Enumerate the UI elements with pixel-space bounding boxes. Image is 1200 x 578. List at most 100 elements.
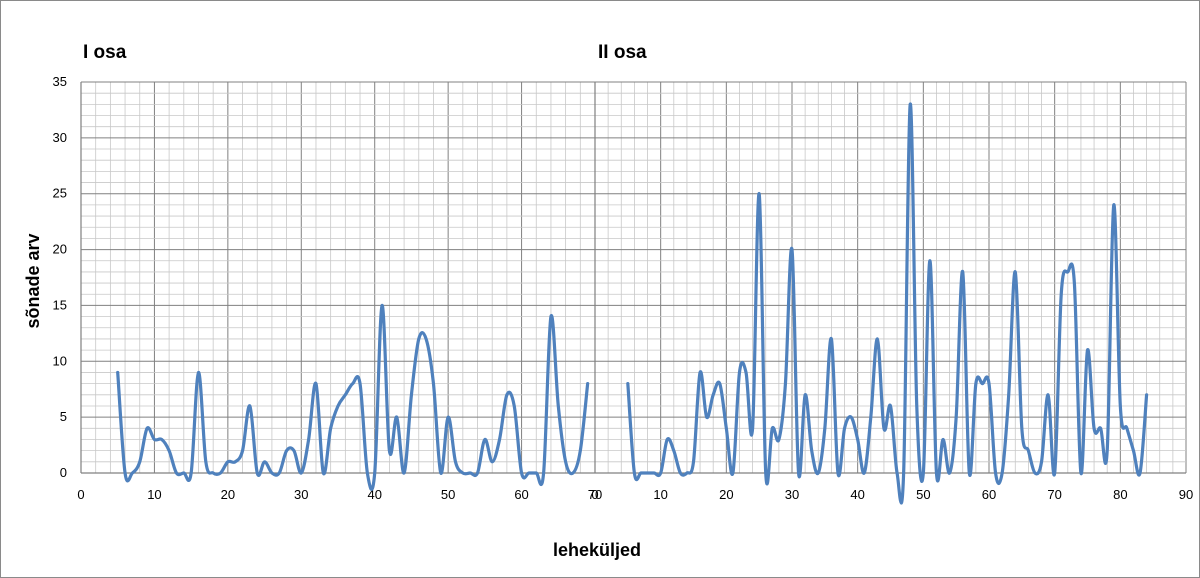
data-point [447,416,450,419]
data-point [131,472,134,475]
data-point [882,427,885,430]
data-point [505,393,508,396]
data-point [337,404,340,407]
data-point [314,382,317,385]
data-point [278,472,281,475]
data-point [1027,449,1030,452]
data-point [653,472,656,475]
data-point [823,427,826,430]
data-point [212,472,215,475]
data-point [909,103,912,106]
data-point [146,427,149,430]
data-point [646,472,649,475]
data-point [432,382,435,385]
data-point [586,382,589,385]
data-point [190,472,193,475]
data-point [270,472,273,475]
data-point [483,438,486,441]
data-point [896,472,899,475]
data-point [1060,293,1063,296]
data-point [902,472,905,475]
data-point [373,472,376,475]
data-point [197,371,200,374]
data-point [1066,270,1069,273]
data-point [751,427,754,430]
data-point [292,449,295,452]
x-tick-label: 10 [653,487,667,502]
data-point [263,460,266,463]
data-point [182,472,185,475]
data-point [948,472,951,475]
data-point [388,449,391,452]
panel-title-i-osa: I osa [83,42,127,63]
y-tick-label: 5 [60,409,67,424]
data-point [366,472,369,475]
data-point [1047,393,1050,396]
data-point [666,438,669,441]
data-point [1132,449,1135,452]
data-point [535,472,538,475]
data-point [633,472,636,475]
data-point [1040,460,1043,463]
data-point [1053,472,1056,475]
y-tick-label: 15 [53,297,67,312]
data-point [804,393,807,396]
data-point [942,438,945,441]
data-point [403,472,406,475]
x-tick-label: 20 [221,487,235,502]
data-point [241,449,244,452]
data-point [307,438,310,441]
data-point [764,472,767,475]
x-tick-label: 50 [916,487,930,502]
data-point [850,416,853,419]
data-point [705,416,708,419]
y-tick-label: 25 [53,186,67,201]
data-point [974,382,977,385]
data-point [626,382,629,385]
x-tick-label: 10 [147,487,161,502]
data-point [981,382,984,385]
data-point [784,382,787,385]
data-point [542,472,545,475]
data-point [549,315,552,318]
data-point [738,371,741,374]
data-point [672,449,675,452]
data-point [685,472,688,475]
data-point [810,449,813,452]
data-point [1033,472,1036,475]
x-tick-label: 90 [1179,487,1193,502]
y-axis-title: sõnade arv [23,233,43,328]
x-tick-label: 50 [441,487,455,502]
data-point [454,460,457,463]
data-point [1106,449,1109,452]
data-point [219,472,222,475]
data-point [300,472,303,475]
data-point [381,304,384,307]
data-point [994,472,997,475]
data-point [1086,349,1089,352]
data-point [745,371,748,374]
data-point [771,427,774,430]
data-point [889,404,892,407]
data-point [204,460,207,463]
data-point [961,270,964,273]
series-line-ii-osa [626,102,1149,505]
data-point [830,337,833,340]
data-point [1145,393,1148,396]
data-point [1112,203,1115,206]
data-point [425,337,428,340]
data-point [498,438,501,441]
data-point [731,472,734,475]
data-point [679,472,682,475]
data-point [718,382,721,385]
data-point [322,472,325,475]
data-point [579,449,582,452]
y-tick-label: 20 [53,242,67,257]
data-point [935,472,938,475]
data-point [491,460,494,463]
data-point [758,192,761,195]
data-point [1014,270,1017,273]
data-point [160,438,163,441]
data-point [1125,427,1128,430]
